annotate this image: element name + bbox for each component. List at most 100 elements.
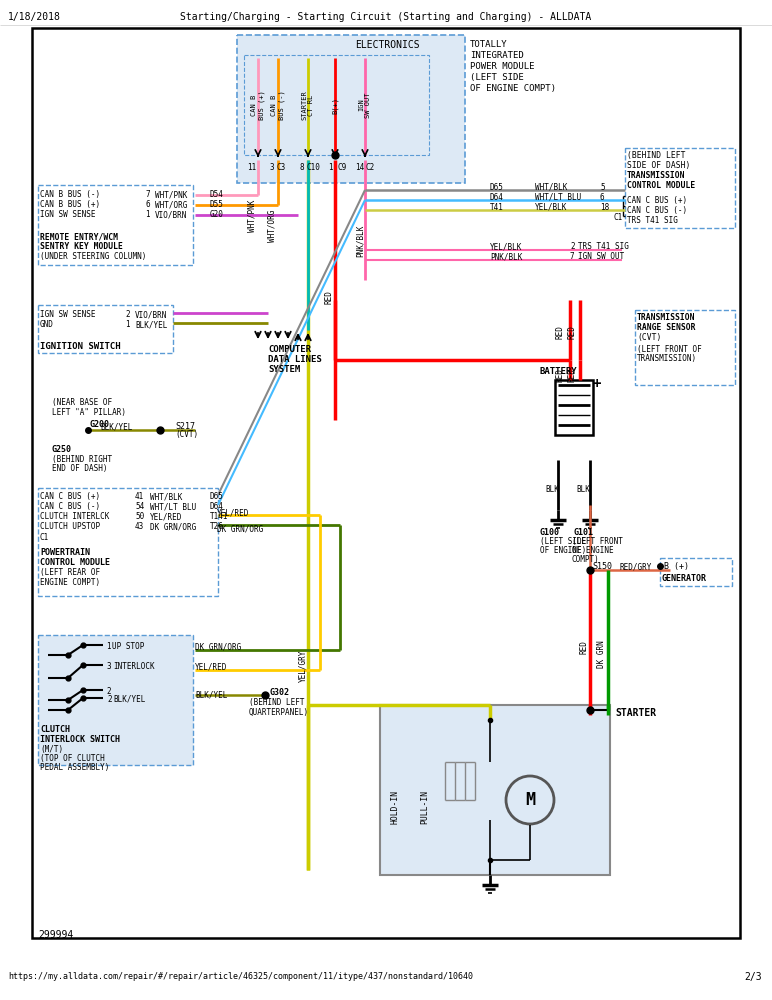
Text: CAN C BUS (+): CAN C BUS (+) [627,196,687,205]
Text: BLK: BLK [545,485,559,494]
Text: (CVT): (CVT) [637,333,662,342]
Text: C2: C2 [365,163,374,172]
Text: INTERLOCK SWITCH: INTERLOCK SWITCH [40,735,120,744]
Text: TRS T41 SIG: TRS T41 SIG [578,242,629,251]
Text: C10: C10 [306,163,320,172]
Text: +: + [593,377,601,391]
Bar [38,488,218,596]
Text: D65: D65 [210,492,224,501]
Text: BLK/YEL: BLK/YEL [195,691,228,700]
Text: TRANSMISSION: TRANSMISSION [627,171,686,180]
Bar [38,185,193,265]
Text: 1: 1 [125,320,130,329]
Text: CAN B BUS (-): CAN B BUS (-) [40,190,100,199]
Text: RED: RED [580,640,588,654]
Text: BATTERY: BATTERY [540,367,577,376]
Text: (BEHIND RIGHT: (BEHIND RIGHT [52,455,112,464]
Text: 6: 6 [145,200,150,209]
Text: Starting/Charging - Starting Circuit (Starting and Charging) - ALLDATA: Starting/Charging - Starting Circuit (St… [181,12,591,22]
Text: DK GRN: DK GRN [598,640,607,668]
Text: (LEFT FRONT: (LEFT FRONT [572,537,623,546]
Text: C9: C9 [337,163,347,172]
Bar [38,635,193,765]
Text: T141: T141 [210,512,229,521]
Text: 299994: 299994 [38,930,73,940]
Text: 3: 3 [269,163,274,172]
Text: DK GRN/ORG: DK GRN/ORG [150,522,196,531]
Text: (LEFT FRONT OF: (LEFT FRONT OF [637,345,702,354]
Text: WHT/PNK: WHT/PNK [155,190,188,199]
Text: C3: C3 [276,163,286,172]
Text: 11: 11 [247,163,256,172]
Text: 1: 1 [327,163,332,172]
Text: STARTER
CT RL: STARTER CT RL [302,90,314,120]
Text: T41: T41 [490,203,504,212]
Text: CONTROL MODULE: CONTROL MODULE [627,181,696,190]
Text: 5: 5 [600,183,604,192]
Text: YEL/RED: YEL/RED [217,508,249,517]
Text: 1/18/2018: 1/18/2018 [8,12,61,22]
Text: 43: 43 [135,522,144,531]
Text: INTERLOCK: INTERLOCK [113,662,154,671]
Text: IGN SW OUT: IGN SW OUT [578,252,625,261]
Text: RED: RED [567,368,577,382]
Text: D54: D54 [210,190,224,199]
Text: CLUTCH UPSTOP: CLUTCH UPSTOP [40,522,100,531]
Text: GENERATOR: GENERATOR [662,574,707,583]
Text: DATA LINES: DATA LINES [268,355,322,364]
Text: D65: D65 [490,183,504,192]
Text: PULL-IN: PULL-IN [421,790,429,824]
Bar [244,55,429,155]
Text: INTEGRATED: INTEGRATED [470,51,523,60]
Text: SENTRY KEY MODULE: SENTRY KEY MODULE [40,242,123,251]
Text: M: M [525,791,535,809]
Text: 8: 8 [300,163,304,172]
Text: D55: D55 [210,200,224,209]
Text: TOTALLY: TOTALLY [470,40,508,49]
Text: S217: S217 [175,422,195,431]
Text: REMOTE ENTRY/WCM: REMOTE ENTRY/WCM [40,232,118,241]
Text: OF ENGINE): OF ENGINE) [540,546,586,555]
Text: VIO/BRN: VIO/BRN [155,210,188,219]
Text: YEL/GRY: YEL/GRY [299,650,307,682]
Text: YEL/RED: YEL/RED [150,512,182,521]
Text: GND: GND [40,320,54,329]
Text: RED: RED [324,290,334,304]
Text: VIO/BRN: VIO/BRN [135,310,168,319]
Text: LEFT "A" PILLAR): LEFT "A" PILLAR) [52,408,126,417]
Text: CLUTCH INTERLCK: CLUTCH INTERLCK [40,512,110,521]
Text: RED: RED [556,368,564,382]
Text: T26: T26 [210,522,224,531]
Text: ELECTRONICS: ELECTRONICS [355,40,420,50]
Text: C1: C1 [614,213,623,222]
Text: (LEFT REAR OF: (LEFT REAR OF [40,568,100,577]
Text: https://my.alldata.com/repair/#/repair/article/46325/component/11/itype/437/nons: https://my.alldata.com/repair/#/repair/a… [8,972,473,981]
Text: G302: G302 [270,688,290,697]
Text: WHT/BLK: WHT/BLK [150,492,182,501]
Text: 2/3: 2/3 [744,972,762,982]
Text: D64: D64 [210,502,224,511]
Text: CAN C BUS (-): CAN C BUS (-) [40,502,100,511]
Text: RED: RED [556,325,564,339]
Text: 2: 2 [107,695,112,704]
Text: (TOP OF CLUTCH: (TOP OF CLUTCH [40,754,105,763]
Text: G250: G250 [52,445,72,454]
Text: 6: 6 [600,193,604,202]
Text: RED: RED [567,325,577,339]
Text: STARTER: STARTER [615,708,656,718]
Text: 14: 14 [355,163,364,172]
Text: WHT/ORG: WHT/ORG [155,200,188,209]
Text: WHT/LT BLU: WHT/LT BLU [150,502,196,511]
Text: IGNITION SWITCH: IGNITION SWITCH [40,342,120,351]
Bar [555,380,593,435]
Text: DK GRN/ORG: DK GRN/ORG [217,525,263,534]
Text: TRANSMISSION: TRANSMISSION [637,313,696,322]
Text: TRANSMISSION): TRANSMISSION) [637,354,697,363]
Bar [38,305,173,353]
Text: COMPUTER: COMPUTER [268,345,311,354]
Text: 50: 50 [135,512,144,521]
Text: (M/T): (M/T) [40,745,63,754]
Text: ENGINE COMPT): ENGINE COMPT) [40,578,100,587]
Text: YEL/BLK: YEL/BLK [490,242,523,251]
Text: PEDAL ASSEMBLY): PEDAL ASSEMBLY) [40,763,110,772]
